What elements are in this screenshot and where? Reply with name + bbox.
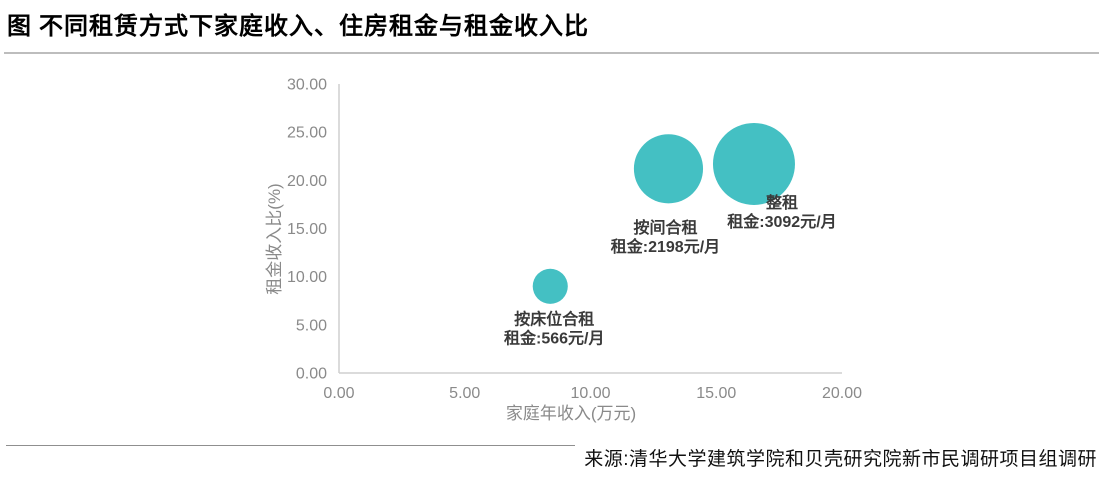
y-tick-label: 5.00 (296, 317, 327, 334)
bubble-2 (712, 122, 795, 205)
bubble-0 (532, 268, 568, 304)
bubble-rent-label: 租金:566元/月 (504, 328, 604, 347)
bubble-name-label: 按间合租 (633, 218, 697, 237)
source-note: 来源:清华大学建筑学院和贝壳研究院新市民调研项目组调研 (584, 449, 1097, 470)
y-axis-title: 租金收入比(%) (265, 183, 284, 294)
bubble-name-label: 整租 (765, 193, 798, 212)
bubble-rent-label: 租金:3092元/月 (727, 212, 836, 231)
y-tick-label: 20.00 (287, 173, 327, 190)
bubble-1 (633, 134, 704, 204)
x-tick-label: 0.00 (323, 385, 354, 402)
y-tick-label: 25.00 (287, 125, 327, 142)
bubble-name-label: 按床位合租 (514, 309, 594, 328)
footer-divider (6, 445, 575, 446)
x-tick-label: 20.00 (822, 385, 862, 402)
y-tick-label: 15.00 (287, 221, 327, 238)
title-divider (4, 52, 1099, 54)
y-tick-label: 30.00 (287, 77, 327, 94)
x-axis-title: 家庭年收入(万元) (506, 404, 636, 423)
figure-title: 图 不同租赁方式下家庭收入、住房租金与租金收入比 (7, 14, 589, 40)
y-tick-label: 10.00 (287, 269, 327, 286)
bubble-rent-label: 租金:2198元/月 (611, 237, 720, 256)
x-tick-label: 15.00 (696, 385, 736, 402)
x-tick-label: 10.00 (570, 385, 610, 402)
y-tick-label: 0.00 (296, 366, 327, 383)
x-tick-label: 5.00 (449, 385, 480, 402)
